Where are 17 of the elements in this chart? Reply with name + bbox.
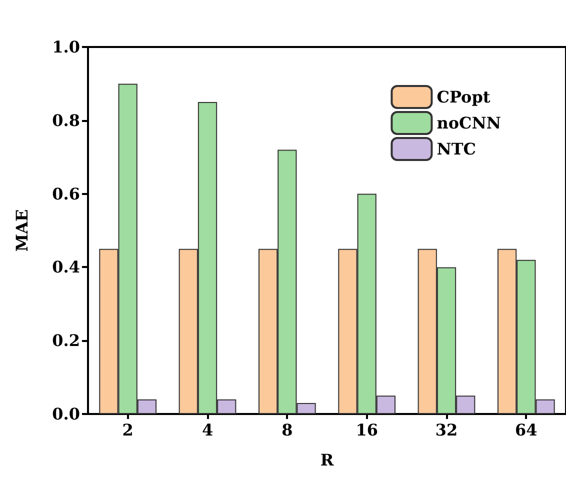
y-axis-title: MAE — [12, 209, 32, 252]
x-tick-label: 64 — [515, 420, 538, 440]
y-tick-label: 0.8 — [52, 110, 80, 130]
x-tick-label: 16 — [356, 420, 378, 440]
x-tick-label: 8 — [282, 420, 293, 440]
x-axis-title: R — [320, 450, 334, 470]
x-tick-label: 32 — [435, 420, 458, 440]
y-tick-label: 0.0 — [52, 404, 80, 424]
y-tick-label: 0.4 — [52, 258, 80, 277]
legend-label: NTC — [436, 140, 476, 158]
y-tick-label: 1.0 — [52, 38, 80, 56]
y-tick-label: 0.6 — [52, 184, 80, 204]
legend-label: noCNN — [436, 114, 502, 132]
legend-label: CPopt — [436, 88, 491, 106]
x-tick-label: 2 — [122, 420, 134, 440]
x-tick-label: 4 — [202, 420, 214, 440]
y-tick-label: 0.2 — [52, 331, 80, 350]
